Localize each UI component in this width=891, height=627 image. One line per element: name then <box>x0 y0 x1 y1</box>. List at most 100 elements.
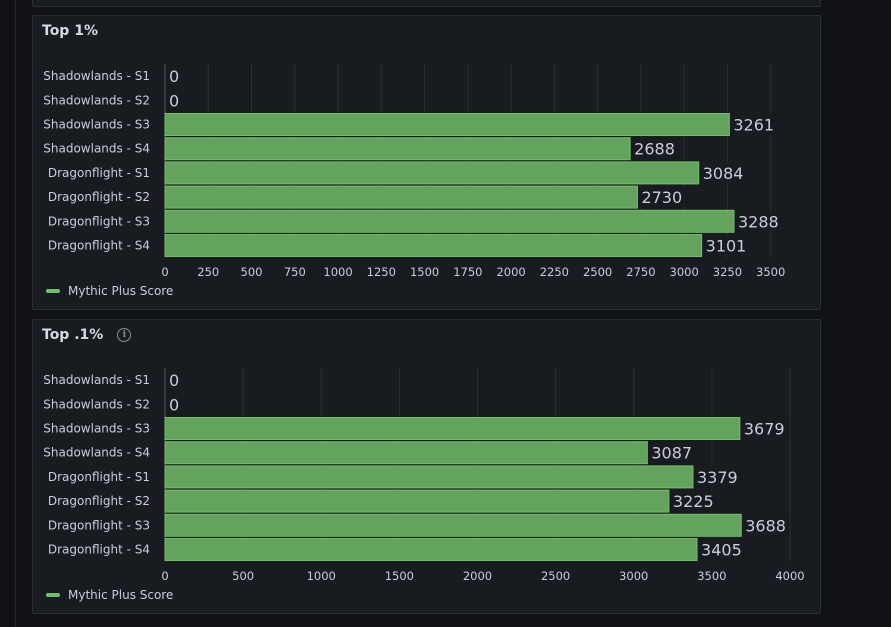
x-tick-label: 4000 <box>775 569 804 583</box>
bar-chart-top-0-1-percent: Shadowlands - S1 0 Shadowlands - S2 0 Shadow… <box>43 368 805 583</box>
x-tick-label: 0 <box>161 569 168 583</box>
x-tick-label: 0 <box>161 265 168 279</box>
previous-panel-stub <box>32 0 821 7</box>
value-label: 3261 <box>733 116 774 135</box>
panel-top-1-percent[interactable]: Top 1% Shadowlands - S1 0 Shadowlands - S2… <box>32 15 821 310</box>
x-tick-label: 1500 <box>410 265 439 279</box>
value-label: 3379 <box>697 468 738 487</box>
category-label: Shadowlands - S4 <box>43 446 150 460</box>
bar[interactable] <box>164 234 703 257</box>
bar[interactable] <box>164 538 698 561</box>
category-label: Dragonflight - S1 <box>48 166 150 180</box>
x-tick-label: 1000 <box>323 265 352 279</box>
category-label: Dragonflight - S4 <box>48 543 150 557</box>
value-label-bg <box>639 187 686 208</box>
bar[interactable] <box>164 137 631 161</box>
x-tick-label: 3250 <box>713 265 742 279</box>
x-tick-label: 1500 <box>385 569 414 583</box>
bar[interactable] <box>164 489 670 513</box>
x-tick-label: 3500 <box>756 265 785 279</box>
legend[interactable]: Mythic Plus Score <box>46 284 173 298</box>
panel-title[interactable]: Top 1% <box>42 23 98 39</box>
category-label: Shadowlands - S1 <box>43 373 150 387</box>
bar[interactable] <box>164 209 735 233</box>
bar[interactable] <box>164 513 742 537</box>
category-label: Shadowlands - S2 <box>43 93 150 107</box>
legend[interactable]: Mythic Plus Score <box>46 588 173 602</box>
value-label: 0 <box>169 91 179 110</box>
bar[interactable] <box>164 441 648 465</box>
bar[interactable] <box>164 161 700 185</box>
x-tick-label: 3000 <box>670 265 699 279</box>
category-label: Dragonflight - S3 <box>48 518 150 532</box>
category-label: Shadowlands - S2 <box>43 397 150 411</box>
value-label-bg <box>699 539 746 560</box>
value-label-bg <box>649 442 696 463</box>
value-label: 3679 <box>744 420 785 439</box>
value-label-bg <box>167 90 183 111</box>
value-label: 3101 <box>706 237 747 256</box>
value-label-bg <box>632 138 679 159</box>
value-label: 3405 <box>701 541 742 560</box>
value-label: 2688 <box>634 140 675 159</box>
x-tick-label: 2000 <box>496 265 525 279</box>
category-label: Dragonflight - S4 <box>48 239 150 253</box>
value-label: 3688 <box>745 516 786 535</box>
legend-label: Mythic Plus Score <box>68 284 174 298</box>
category-label: Dragonflight - S2 <box>48 494 150 508</box>
bar[interactable] <box>164 185 638 209</box>
category-label: Dragonflight - S1 <box>48 470 150 484</box>
category-label: Shadowlands - S1 <box>43 69 150 83</box>
value-label: 3288 <box>738 212 779 231</box>
category-label: Dragonflight - S2 <box>48 190 150 204</box>
x-tick-label: 3000 <box>619 569 648 583</box>
x-tick-label: 500 <box>241 265 263 279</box>
x-tick-label: 2000 <box>463 569 492 583</box>
value-label-bg <box>167 394 183 415</box>
x-tick-label: 3500 <box>697 569 726 583</box>
bar[interactable] <box>164 465 694 489</box>
value-label-bg <box>670 491 717 512</box>
legend-swatch <box>46 593 60 597</box>
x-tick-label: 2750 <box>626 265 655 279</box>
value-label: 0 <box>169 67 179 86</box>
category-label: Shadowlands - S4 <box>43 142 150 156</box>
value-label-bg <box>743 515 790 536</box>
panel-title[interactable]: Top .1% i <box>42 327 132 343</box>
x-tick-label: 1750 <box>453 265 482 279</box>
value-label: 0 <box>169 395 179 414</box>
x-tick-label: 1000 <box>307 569 336 583</box>
value-label-bg <box>694 466 741 487</box>
value-label: 3087 <box>651 444 692 463</box>
value-label-bg <box>736 211 783 232</box>
value-label: 2730 <box>641 188 682 207</box>
x-tick-label: 2250 <box>540 265 569 279</box>
category-label: Shadowlands - S3 <box>43 118 150 132</box>
value-label-bg <box>167 370 183 391</box>
value-label-bg <box>731 114 778 135</box>
left-rail <box>0 0 16 627</box>
panel-title-text: Top .1% <box>42 327 104 343</box>
bar[interactable] <box>164 417 741 440</box>
value-label: 3084 <box>703 164 744 183</box>
value-label-bg <box>741 418 788 439</box>
category-label: Shadowlands - S3 <box>43 422 150 436</box>
x-tick-label: 1250 <box>367 265 396 279</box>
x-tick-label: 750 <box>284 265 306 279</box>
x-tick-label: 2500 <box>583 265 612 279</box>
value-label-bg <box>167 66 183 87</box>
x-tick-label: 500 <box>232 569 254 583</box>
bar[interactable] <box>164 113 730 136</box>
x-tick-label: 2500 <box>541 569 570 583</box>
panel-top-0-1-percent[interactable]: Top .1% i Shadowlands - S1 0 Shadowlands -… <box>32 319 821 614</box>
category-label: Dragonflight - S3 <box>48 214 150 228</box>
bar-chart-top-1-percent: Shadowlands - S1 0 Shadowlands - S2 0 Shadow… <box>43 64 785 279</box>
info-icon[interactable]: i <box>117 328 132 342</box>
legend-swatch <box>46 289 60 293</box>
x-tick-label: 250 <box>197 265 219 279</box>
panel-title-text: Top 1% <box>42 23 98 39</box>
value-label: 3225 <box>673 492 714 511</box>
value-label-bg <box>703 235 750 256</box>
legend-label: Mythic Plus Score <box>68 588 174 602</box>
value-label-bg <box>700 162 747 183</box>
